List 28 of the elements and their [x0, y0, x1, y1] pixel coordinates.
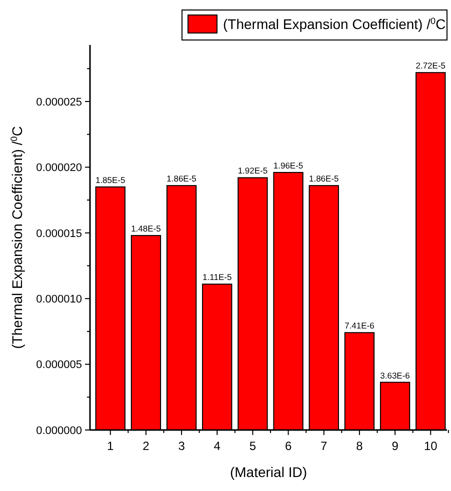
y-tick-label: 0.000000 [36, 424, 82, 437]
x-tick-label: 5 [249, 439, 256, 453]
data-label: 2.72E-5 [416, 60, 446, 71]
data-label: 3.63E-6 [380, 370, 410, 380]
x-tick-label: 7 [320, 439, 328, 453]
data-label: 1.86E-5 [166, 174, 197, 184]
data-label: 1.96E-5 [273, 160, 304, 170]
data-label: 1.11E-5 [202, 272, 232, 282]
y-tick-label: 0.000020 [36, 162, 82, 174]
data-label: 1.48E-5 [131, 224, 162, 234]
data-label: 1.85E-5 [95, 174, 126, 185]
data-label: 7.41E-6 [344, 320, 375, 331]
legend-label: (Thermal Expansion Coefficient) /$^{0}$C [223, 16, 446, 32]
x-tick-label: 4 [214, 439, 221, 453]
x-tick-label: 9 [392, 439, 399, 453]
x-tick-label: 3 [178, 439, 186, 453]
y-tick-label: 0.000010 [36, 293, 82, 306]
x-tick-label: 8 [356, 439, 364, 453]
y-tick-label: 0.000015 [36, 228, 82, 240]
x-axis-title: (Material ID) [230, 464, 308, 480]
y-tick-label: 0.000025 [36, 96, 82, 108]
x-tick-label: 2 [142, 439, 150, 453]
x-tick-label: 6 [284, 439, 292, 453]
x-tick-label: 10 [424, 439, 438, 453]
data-label: 1.86E-5 [308, 174, 340, 184]
data-label: 1.92E-5 [238, 166, 268, 176]
x-tick-label: 1 [107, 439, 114, 453]
y-tick-label: 0.000005 [36, 359, 82, 372]
